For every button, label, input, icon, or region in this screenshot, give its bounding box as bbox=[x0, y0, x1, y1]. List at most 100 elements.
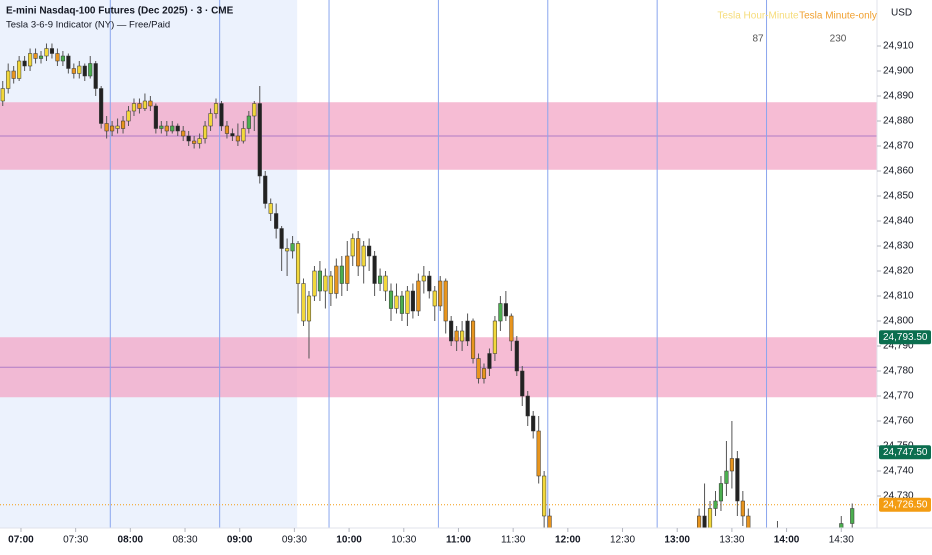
y-tick-label: 24,760 bbox=[883, 416, 914, 427]
candle-body bbox=[301, 283, 306, 322]
candle-body bbox=[339, 265, 344, 284]
candle-body bbox=[372, 255, 377, 284]
candle-body bbox=[71, 68, 76, 74]
candle-body bbox=[120, 120, 126, 129]
candle-body bbox=[713, 500, 718, 509]
candle-body bbox=[93, 63, 98, 89]
candle-body bbox=[432, 290, 437, 307]
axes: 24,73024,74024,75024,76024,77024,78024,7… bbox=[8, 41, 931, 546]
y-tick-label: 24,810 bbox=[883, 291, 914, 302]
session-shade bbox=[0, 0, 298, 528]
candle-body bbox=[492, 320, 497, 354]
candle-body bbox=[702, 515, 707, 528]
candle-body bbox=[99, 88, 104, 124]
candle-body bbox=[213, 103, 219, 114]
x-tick-label: 11:00 bbox=[446, 535, 471, 546]
candle-body bbox=[279, 228, 284, 249]
candle-body bbox=[219, 103, 224, 127]
candle-body bbox=[317, 270, 322, 292]
candle-body bbox=[399, 295, 405, 314]
candle-body bbox=[312, 270, 317, 297]
candle-body bbox=[378, 275, 383, 284]
candle-body bbox=[531, 415, 536, 432]
candle-body bbox=[175, 125, 180, 132]
x-tick-label: 13:30 bbox=[719, 535, 744, 546]
candle-body bbox=[268, 203, 273, 214]
candle-body bbox=[131, 103, 137, 112]
candle-body bbox=[542, 475, 547, 517]
y-tick-label: 24,800 bbox=[883, 316, 914, 327]
candle-body bbox=[839, 523, 844, 528]
candle-body bbox=[850, 508, 855, 524]
x-tick-label: 11:30 bbox=[501, 535, 526, 546]
y-tick-label: 24,840 bbox=[883, 216, 914, 227]
candle-body bbox=[33, 53, 38, 59]
candle-body bbox=[274, 213, 279, 229]
candle-body bbox=[203, 125, 208, 139]
candle-body bbox=[22, 60, 27, 67]
y-tick-label: 24,740 bbox=[883, 466, 914, 477]
candle-body bbox=[60, 55, 65, 62]
candle-body bbox=[208, 113, 213, 127]
x-tick-label: 10:00 bbox=[336, 535, 362, 546]
candle-body bbox=[126, 110, 131, 122]
candle-body bbox=[740, 500, 745, 517]
chart-subtitle: Tesla 3-6-9 Indicator (NY) — Free/Paid bbox=[6, 20, 170, 31]
x-tick-label: 07:00 bbox=[8, 535, 34, 546]
price-label: 24,747.50 bbox=[883, 447, 928, 458]
candle-body bbox=[449, 320, 454, 342]
candle-body bbox=[49, 48, 55, 54]
candle-body bbox=[88, 63, 93, 77]
price-label: 24,726.50 bbox=[883, 499, 928, 510]
y-tick-label: 24,870 bbox=[883, 141, 914, 152]
candle-body bbox=[520, 370, 525, 397]
x-tick-label: 10:30 bbox=[391, 535, 416, 546]
candle-body bbox=[547, 515, 552, 528]
candle-body bbox=[470, 320, 476, 359]
candle-body bbox=[263, 175, 268, 204]
x-tick-label: 08:30 bbox=[173, 535, 198, 546]
candle-body bbox=[383, 275, 388, 292]
candle-body bbox=[224, 125, 230, 134]
price-label-box bbox=[879, 497, 931, 512]
candle-body bbox=[443, 280, 448, 322]
candle-body bbox=[438, 280, 443, 307]
candle-body bbox=[55, 53, 60, 62]
currency-label: USD bbox=[891, 8, 912, 19]
candle-body bbox=[153, 105, 158, 129]
candle-body bbox=[334, 265, 339, 294]
candle-body bbox=[11, 70, 16, 79]
indicator-value: 87 bbox=[752, 34, 764, 45]
candle-body bbox=[707, 508, 713, 528]
candle-body bbox=[328, 275, 333, 294]
y-tick-label: 24,860 bbox=[883, 166, 914, 177]
candle-body bbox=[137, 103, 142, 109]
x-tick-label: 08:00 bbox=[118, 535, 144, 546]
candle-body bbox=[487, 353, 492, 369]
candle-body bbox=[290, 243, 295, 252]
y-tick-label: 24,900 bbox=[883, 66, 914, 77]
candle-body bbox=[241, 128, 246, 142]
candle-body bbox=[465, 320, 470, 342]
candle-body bbox=[230, 133, 235, 137]
candle-body bbox=[110, 125, 115, 132]
candle-body bbox=[197, 138, 202, 144]
candle-body bbox=[729, 458, 734, 472]
candle-body bbox=[509, 315, 514, 342]
x-tick-label: 07:30 bbox=[63, 535, 88, 546]
candle-body bbox=[115, 125, 120, 129]
candle-body bbox=[421, 275, 426, 282]
candle-body bbox=[697, 515, 702, 528]
candle-body bbox=[394, 295, 399, 309]
candle-body bbox=[498, 303, 503, 322]
x-tick-label: 09:30 bbox=[282, 535, 307, 546]
candle-body bbox=[0, 88, 5, 102]
candle-body bbox=[181, 130, 186, 137]
candle-body bbox=[536, 430, 541, 477]
y-tick-label: 24,830 bbox=[883, 241, 914, 252]
chart-title: E-mini Nasdaq-100 Futures (Dec 2025) · 3… bbox=[6, 6, 234, 17]
candle-body bbox=[724, 470, 729, 484]
candle-body bbox=[503, 303, 508, 317]
candle-body bbox=[350, 238, 355, 257]
